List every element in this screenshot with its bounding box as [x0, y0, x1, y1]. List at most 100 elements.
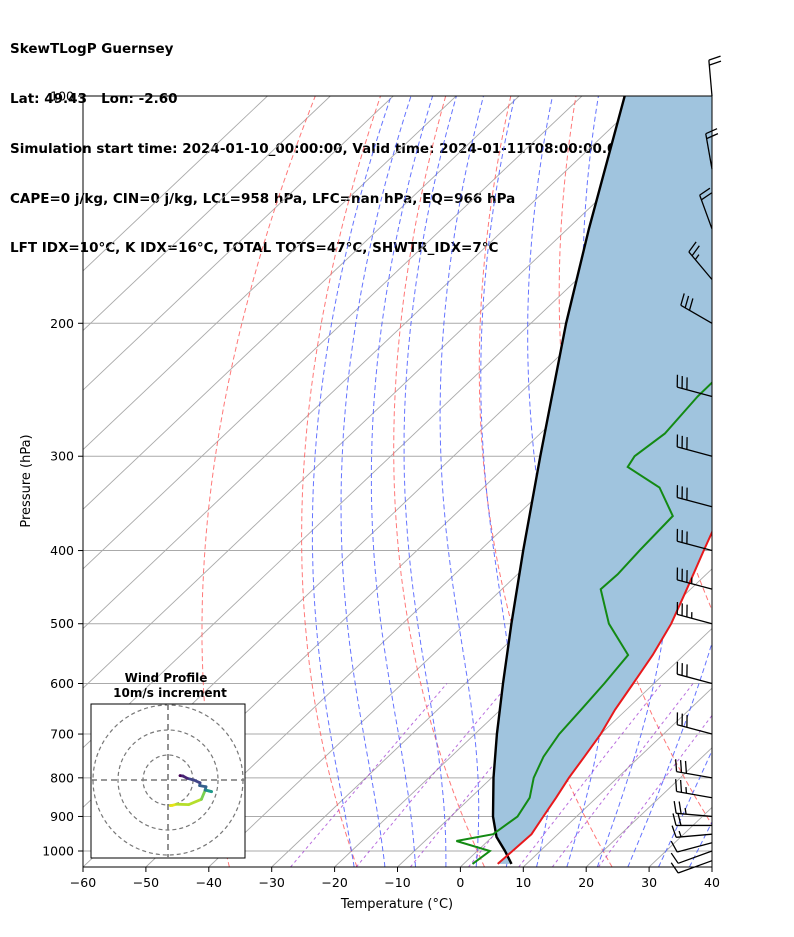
- mixing-ratio-line: [551, 683, 694, 867]
- y-tick-label: 700: [50, 727, 74, 742]
- y-axis-label: Pressure (hPa): [19, 434, 34, 527]
- dry-adiabat: [772, 96, 794, 867]
- y-tick-label: 400: [50, 543, 74, 558]
- barb-flag: [678, 801, 682, 814]
- hodograph-plot: [91, 704, 245, 858]
- barb-flag: [706, 133, 719, 140]
- barb-flag: [675, 759, 678, 772]
- barb-flag: [679, 760, 683, 773]
- wind-barb: [676, 434, 713, 457]
- wind-barb: [670, 860, 713, 874]
- y-tick-label: 1000: [42, 844, 74, 859]
- x-tick-label: −10: [384, 875, 410, 890]
- wind-barb: [676, 528, 713, 552]
- dry-adiabat: [393, 96, 485, 867]
- moist-adiabat: [403, 96, 457, 867]
- dry-adiabat: [301, 96, 381, 867]
- y-tick-label: 800: [50, 770, 74, 785]
- x-tick-label: 0: [456, 875, 464, 890]
- barb-staff: [677, 579, 713, 590]
- isotherm-gridline: [83, 96, 646, 630]
- wind-barb: [672, 813, 712, 827]
- barb-flag: [671, 825, 677, 838]
- barb-flag: [688, 298, 694, 311]
- barb-staff: [677, 724, 713, 735]
- x-tick-label: 10: [515, 875, 531, 890]
- x-tick-label: 40: [704, 875, 720, 890]
- mixing-ratio-line: [468, 683, 615, 867]
- barb-flag: [675, 779, 678, 792]
- wind-barb: [675, 779, 713, 799]
- moist-adiabat: [596, 96, 672, 867]
- wind-barb: [676, 602, 713, 625]
- x-tick-label: −40: [196, 875, 222, 890]
- barb-staff: [677, 386, 713, 398]
- barb-flag: [701, 192, 713, 201]
- wind-barb: [676, 661, 713, 685]
- hodograph-title: Wind Profile: [125, 671, 208, 685]
- wind-barb: [676, 485, 713, 508]
- barb-staff: [677, 673, 713, 685]
- barb-flag: [670, 862, 679, 874]
- wind-barb: [673, 800, 713, 818]
- parcel-profile-line: [491, 96, 626, 865]
- y-tick-label: 900: [50, 809, 74, 824]
- y-tick-label: 200: [50, 316, 74, 331]
- y-tick-label: 300: [50, 449, 74, 464]
- mixing-ratio-line: [597, 714, 712, 867]
- mixing-ratio-line: [355, 683, 510, 867]
- wind-barb: [676, 374, 713, 398]
- wind-barb: [708, 55, 722, 97]
- moist-adiabat: [370, 96, 434, 867]
- isotherm-gridline: [775, 96, 794, 867]
- wind-barb: [675, 759, 713, 779]
- barb-staff: [676, 790, 713, 799]
- wind-barb: [670, 850, 713, 864]
- barb-flag: [699, 187, 711, 196]
- barb-staff: [677, 860, 713, 874]
- moist-adiabat: [627, 641, 712, 867]
- wind-barb: [680, 293, 713, 324]
- isotherm-gridline: [83, 96, 457, 451]
- x-tick-label: −20: [321, 875, 347, 890]
- isotherm-gridline: [83, 96, 520, 510]
- barb-flag: [709, 60, 722, 66]
- x-tick-label: 20: [578, 875, 594, 890]
- chart-title: SkewTLogP Guernsey: [10, 41, 174, 58]
- barb-flag: [684, 295, 690, 308]
- barb-staff: [680, 304, 713, 324]
- isotherm-gridline: [83, 96, 709, 689]
- wind-barb: [670, 840, 713, 853]
- wind-barb: [688, 241, 713, 280]
- moist-adiabat: [311, 96, 392, 867]
- barb-staff: [688, 251, 713, 280]
- wind-barb: [705, 128, 719, 170]
- isotherm-gridline: [334, 508, 712, 867]
- barb-flag: [677, 813, 682, 826]
- barb-staff: [676, 833, 713, 838]
- moist-adiabat: [439, 96, 484, 867]
- barb-flag: [670, 852, 679, 864]
- x-tick-label: −50: [133, 875, 159, 890]
- x-axis-label: Temperature (°C): [340, 897, 453, 912]
- x-tick-label: −30: [259, 875, 285, 890]
- barb-staff: [677, 540, 713, 552]
- barb-staff: [677, 842, 713, 853]
- x-tick-label: 30: [641, 875, 657, 890]
- isotherm-gridline: [522, 687, 712, 867]
- profile-lines: [456, 96, 712, 865]
- barb-flag: [691, 245, 700, 257]
- wind-barbs: [670, 55, 722, 874]
- barb-flag: [705, 128, 718, 135]
- barb-half-flag: [678, 830, 682, 838]
- location-line: Lat: 49.43 Lon: -2.60: [10, 90, 178, 107]
- isotherm-gridline: [83, 96, 268, 272]
- mixing-ratio-line: [290, 683, 448, 867]
- barb-half-flag: [684, 807, 687, 815]
- hodograph-trace-segment: [200, 788, 207, 801]
- barb-staff: [708, 60, 713, 97]
- barb-staff: [677, 613, 713, 625]
- y-tick-label: 100: [50, 89, 74, 104]
